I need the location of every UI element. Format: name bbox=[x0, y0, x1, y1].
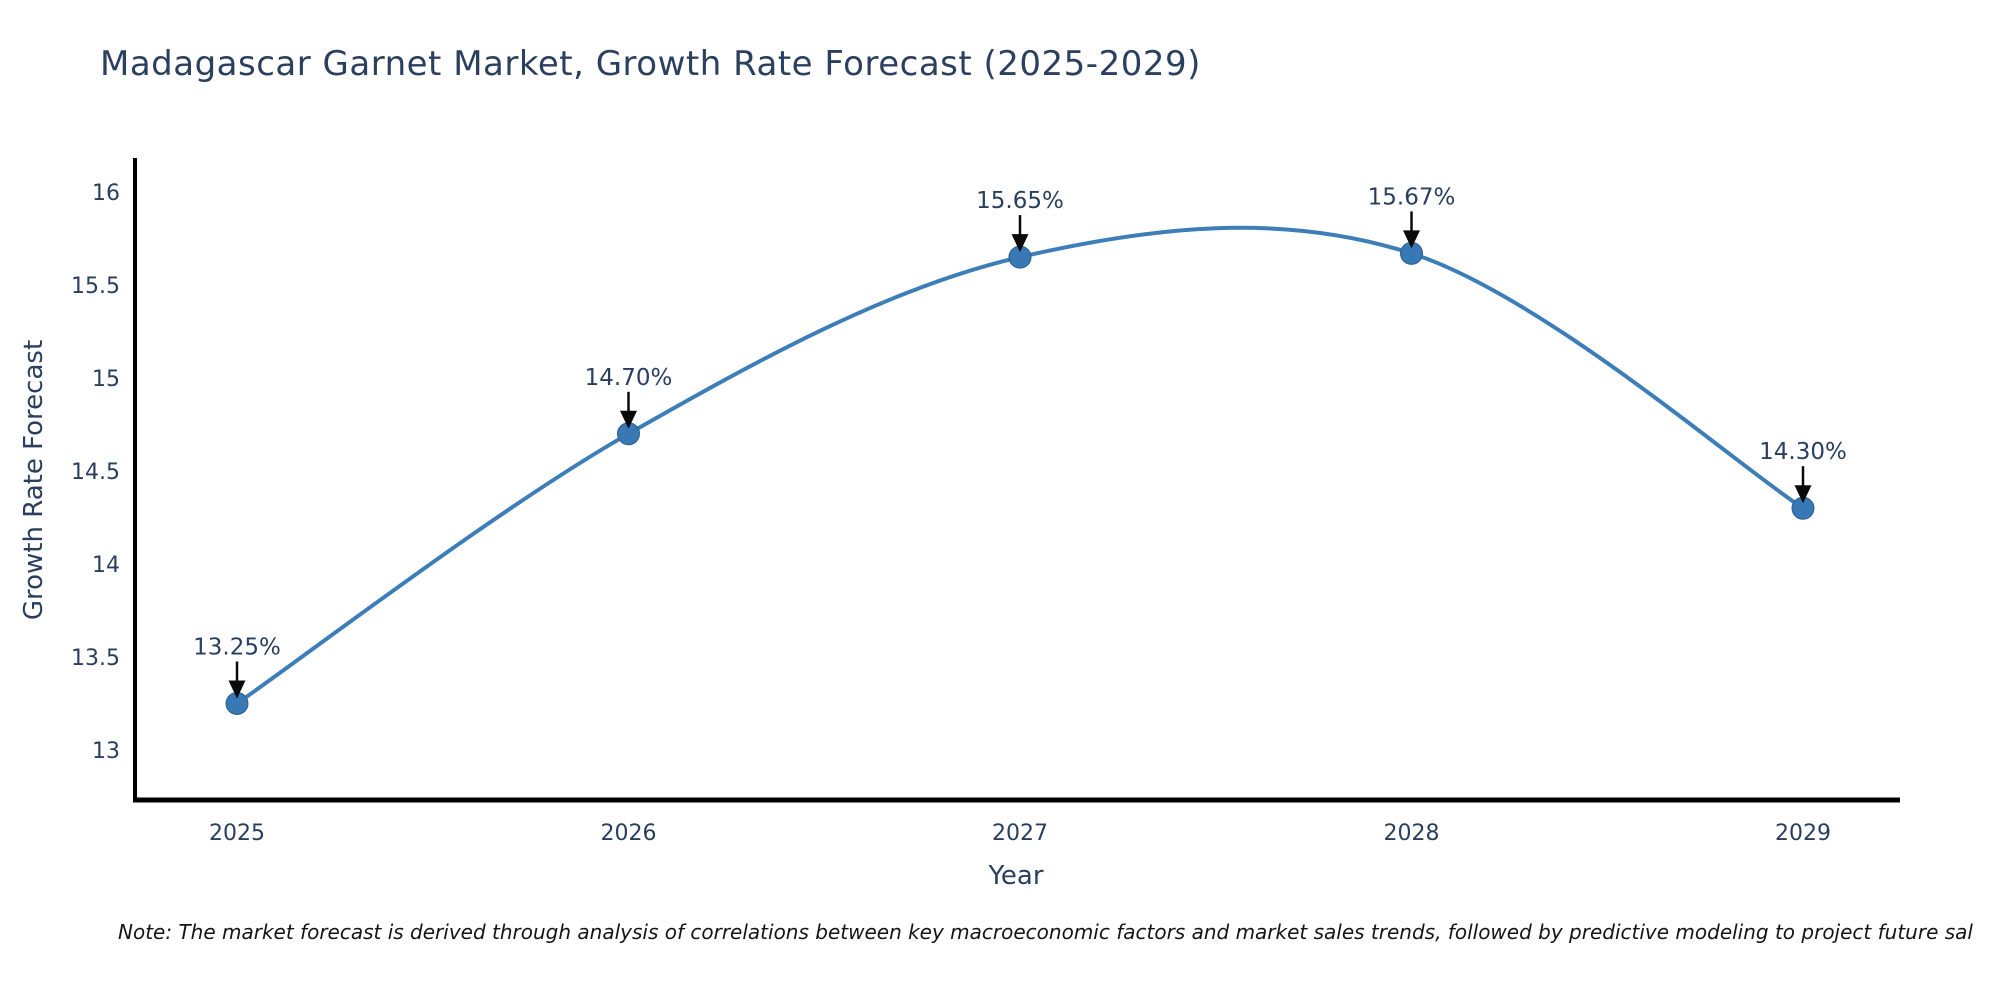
chart-title: Madagascar Garnet Market, Growth Rate Fo… bbox=[100, 44, 1201, 84]
footnote: Note: The market forecast is derived thr… bbox=[118, 920, 1973, 944]
y-tick-label-15.5: 15.5 bbox=[71, 274, 120, 299]
x-tick-label-2027: 2027 bbox=[992, 821, 1048, 846]
annotation-arrowhead-2027 bbox=[1011, 234, 1029, 253]
y-tick-label-15: 15 bbox=[92, 367, 120, 392]
x-tick-label-2029: 2029 bbox=[1775, 821, 1831, 846]
y-tick-label-14: 14 bbox=[92, 553, 120, 578]
x-axis-title: Year bbox=[988, 861, 1044, 891]
forecast-line bbox=[235, 225, 1805, 706]
point-label-2028: 15.67% bbox=[1368, 184, 1456, 210]
y-tick-label-14.5: 14.5 bbox=[71, 460, 120, 485]
annotation-arrowhead-2025 bbox=[228, 680, 246, 699]
annotation-arrowhead-2029 bbox=[1794, 485, 1812, 504]
x-tick-label-2028: 2028 bbox=[1384, 821, 1440, 846]
y-tick-label-13.5: 13.5 bbox=[71, 646, 120, 671]
x-tick-label-2025: 2025 bbox=[209, 821, 265, 846]
point-label-2027: 15.65% bbox=[976, 188, 1064, 214]
annotation-arrowhead-2026 bbox=[620, 410, 637, 429]
x-tick-label-2026: 2026 bbox=[601, 821, 657, 846]
annotation-arrowhead-2028 bbox=[1403, 230, 1420, 249]
point-label-2029: 14.30% bbox=[1759, 439, 1847, 465]
y-tick-label-13: 13 bbox=[92, 739, 120, 764]
point-label-2025: 13.25% bbox=[193, 635, 281, 661]
point-label-2026: 14.70% bbox=[585, 365, 673, 391]
y-tick-label-16: 16 bbox=[92, 181, 120, 206]
